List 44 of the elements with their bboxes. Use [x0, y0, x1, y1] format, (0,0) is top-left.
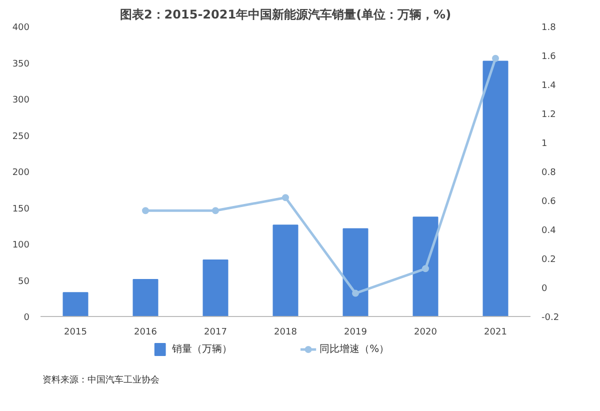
y2-tick-label: 1.6	[542, 52, 556, 62]
y-tick-label: 350	[12, 59, 30, 70]
y-tick-label: 50	[18, 276, 30, 287]
y-tick-label: 300	[12, 96, 30, 106]
bar	[482, 60, 508, 316]
y2-tick-label: 0	[542, 284, 548, 294]
x-tick-label: 2015	[64, 328, 87, 338]
y2-tick-label: 0.4	[542, 226, 556, 236]
legend-label: 销量（万辆）	[171, 343, 232, 355]
bar	[62, 292, 88, 316]
bar	[412, 216, 438, 316]
y-tick-label: 100	[12, 240, 30, 250]
y2-tick-label: 1	[542, 139, 548, 149]
y2-tick-label: 0.6	[542, 197, 556, 207]
y2-tick-label: 1.2	[542, 110, 556, 120]
x-tick-label: 2019	[344, 328, 368, 338]
bar	[342, 228, 368, 316]
y2-tick-label: -0.2	[542, 313, 560, 323]
point	[142, 207, 149, 214]
point	[352, 290, 359, 297]
y-tick-label: 0	[24, 313, 30, 323]
point	[282, 194, 289, 202]
x-tick-label: 2020	[414, 328, 438, 338]
y2-tick-label: 1.4	[542, 81, 556, 91]
x-tick-label: 2018	[274, 328, 298, 338]
bar	[132, 279, 158, 316]
point	[212, 207, 219, 214]
y-tick-label: 150	[12, 204, 30, 214]
x-tick-label: 2016	[134, 328, 158, 338]
point	[422, 265, 429, 272]
bar	[202, 259, 228, 316]
chart-title: 图表2：2015-2021年中国新能源汽车销量(单位：万辆，%)	[120, 8, 452, 22]
y2-tick-label: 0.8	[542, 168, 556, 178]
y2-tick-label: 0.2	[542, 255, 556, 265]
y-tick-label: 250	[12, 132, 30, 142]
x-tick-label: 2021	[484, 328, 507, 338]
y-tick-label: 200	[12, 168, 30, 178]
x-tick-label: 2017	[204, 328, 227, 338]
y-tick-label: 400	[12, 23, 30, 33]
point	[492, 54, 499, 62]
y2-tick-label: 1.8	[542, 23, 556, 33]
bar	[272, 224, 298, 316]
legend-label: 同比增速（%）	[320, 343, 390, 355]
text: 资料来源：中国汽车工业协会	[42, 374, 160, 386]
